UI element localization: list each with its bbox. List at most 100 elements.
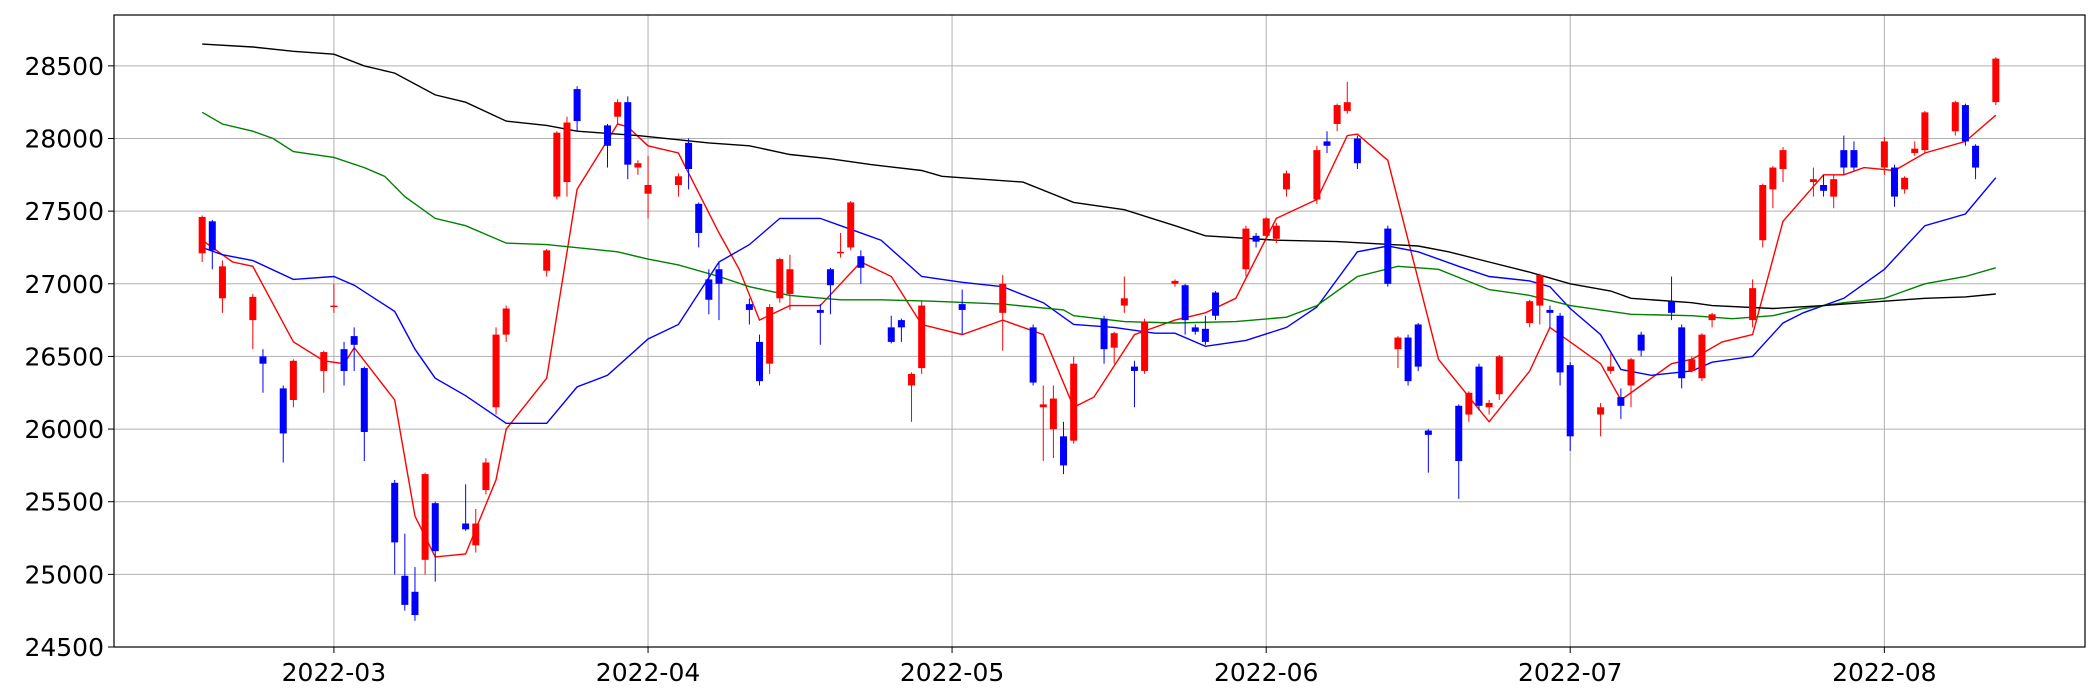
candle-body	[695, 203, 703, 233]
candle-body	[1972, 145, 1980, 168]
candle-body	[1394, 337, 1402, 350]
candle-body	[685, 142, 693, 170]
candle-body	[715, 269, 723, 284]
candle-body	[1181, 285, 1189, 321]
candle-body	[1556, 315, 1564, 373]
candle-body	[1171, 280, 1179, 284]
candle-body	[1201, 328, 1209, 342]
candle-body	[1637, 334, 1645, 351]
candle-body	[1992, 58, 2000, 103]
y-tick-label: 25500	[24, 488, 104, 517]
candle-body	[1668, 301, 1676, 313]
candle-body	[1343, 102, 1351, 111]
candle-body	[887, 327, 895, 342]
candle-body	[1749, 288, 1757, 321]
y-tick-label: 24500	[24, 633, 104, 662]
candle-body	[1526, 301, 1534, 324]
candle-body	[1678, 327, 1686, 379]
candle-body	[1911, 148, 1919, 154]
y-tick-label: 26000	[24, 415, 104, 444]
candle-body	[786, 269, 794, 294]
candle-body	[249, 296, 257, 321]
candle-body	[401, 575, 409, 605]
candle-body	[502, 308, 510, 335]
candle-body	[1708, 314, 1716, 321]
x-tick-label: 2022-08	[1832, 658, 1936, 687]
candle-body	[1404, 337, 1412, 382]
x-tick-label: 2022-04	[596, 658, 700, 687]
candle-body	[330, 305, 338, 308]
candle-body	[756, 341, 764, 382]
candle-body	[837, 251, 845, 254]
candle-body	[674, 176, 682, 185]
candle-body	[1060, 436, 1068, 466]
candle-body	[766, 307, 774, 364]
candle-body	[1627, 359, 1635, 386]
candle-body	[826, 269, 834, 286]
candle-body	[543, 250, 551, 271]
candle-body	[411, 591, 419, 616]
y-tick-label: 28500	[24, 52, 104, 81]
candle-body	[1333, 105, 1341, 124]
candle-body	[1495, 356, 1503, 395]
candle-body	[421, 474, 429, 560]
candle-body	[472, 523, 480, 546]
candle-body	[1130, 366, 1138, 371]
candle-body	[1141, 321, 1149, 371]
candle-body	[1597, 407, 1605, 415]
candle-body	[1465, 392, 1473, 415]
candle-body	[1110, 333, 1118, 348]
candle-body	[1242, 228, 1250, 270]
candle-body	[563, 122, 571, 183]
candle-body	[259, 356, 267, 364]
candle-body	[1566, 365, 1574, 437]
candle-body	[1353, 138, 1361, 164]
candle-body	[958, 304, 966, 310]
candle-body	[391, 482, 399, 543]
candle-body	[604, 125, 612, 146]
candle-body	[614, 102, 622, 117]
y-tick-label: 26500	[24, 342, 104, 371]
candle-body	[624, 102, 632, 165]
candle-body	[1424, 430, 1432, 435]
candle-body	[350, 336, 358, 345]
candle-body	[1820, 184, 1828, 191]
candle-body	[1698, 334, 1706, 379]
candle-body	[1769, 167, 1777, 190]
candle-body	[320, 352, 328, 371]
candle-body	[1262, 218, 1270, 236]
candle-body	[1921, 112, 1929, 151]
y-tick-label: 25000	[24, 560, 104, 589]
candle-body	[1455, 405, 1463, 462]
candle-body	[1830, 179, 1838, 197]
candle-body	[1485, 402, 1493, 408]
moving-average-line	[201, 111, 1996, 324]
x-tick-label: 2022-03	[282, 658, 386, 687]
candle-body	[340, 349, 348, 371]
candle-body	[1029, 327, 1037, 383]
candle-body	[1779, 150, 1787, 170]
candle-body	[1252, 235, 1260, 242]
candle-body	[644, 184, 652, 194]
candle-body	[1840, 150, 1848, 168]
moving-average-line	[201, 177, 1997, 424]
x-tick-label: 2022-06	[1214, 658, 1318, 687]
candle-body	[431, 503, 439, 552]
candle-body	[918, 305, 926, 369]
candle-body	[1323, 141, 1331, 146]
candle-body	[1039, 404, 1047, 408]
candle-body	[1809, 179, 1817, 183]
candle-body	[492, 334, 500, 408]
candle-body	[218, 266, 226, 299]
candle-body	[1536, 275, 1544, 306]
candle-body	[1880, 141, 1888, 168]
y-tick-label: 28000	[24, 124, 104, 153]
candle-body	[553, 132, 561, 197]
candle-body	[999, 283, 1007, 313]
candle-body	[776, 259, 784, 299]
candle-body	[1049, 398, 1057, 430]
candle-body	[908, 373, 916, 386]
candle-body	[857, 256, 865, 268]
plot-frame	[113, 14, 2086, 648]
